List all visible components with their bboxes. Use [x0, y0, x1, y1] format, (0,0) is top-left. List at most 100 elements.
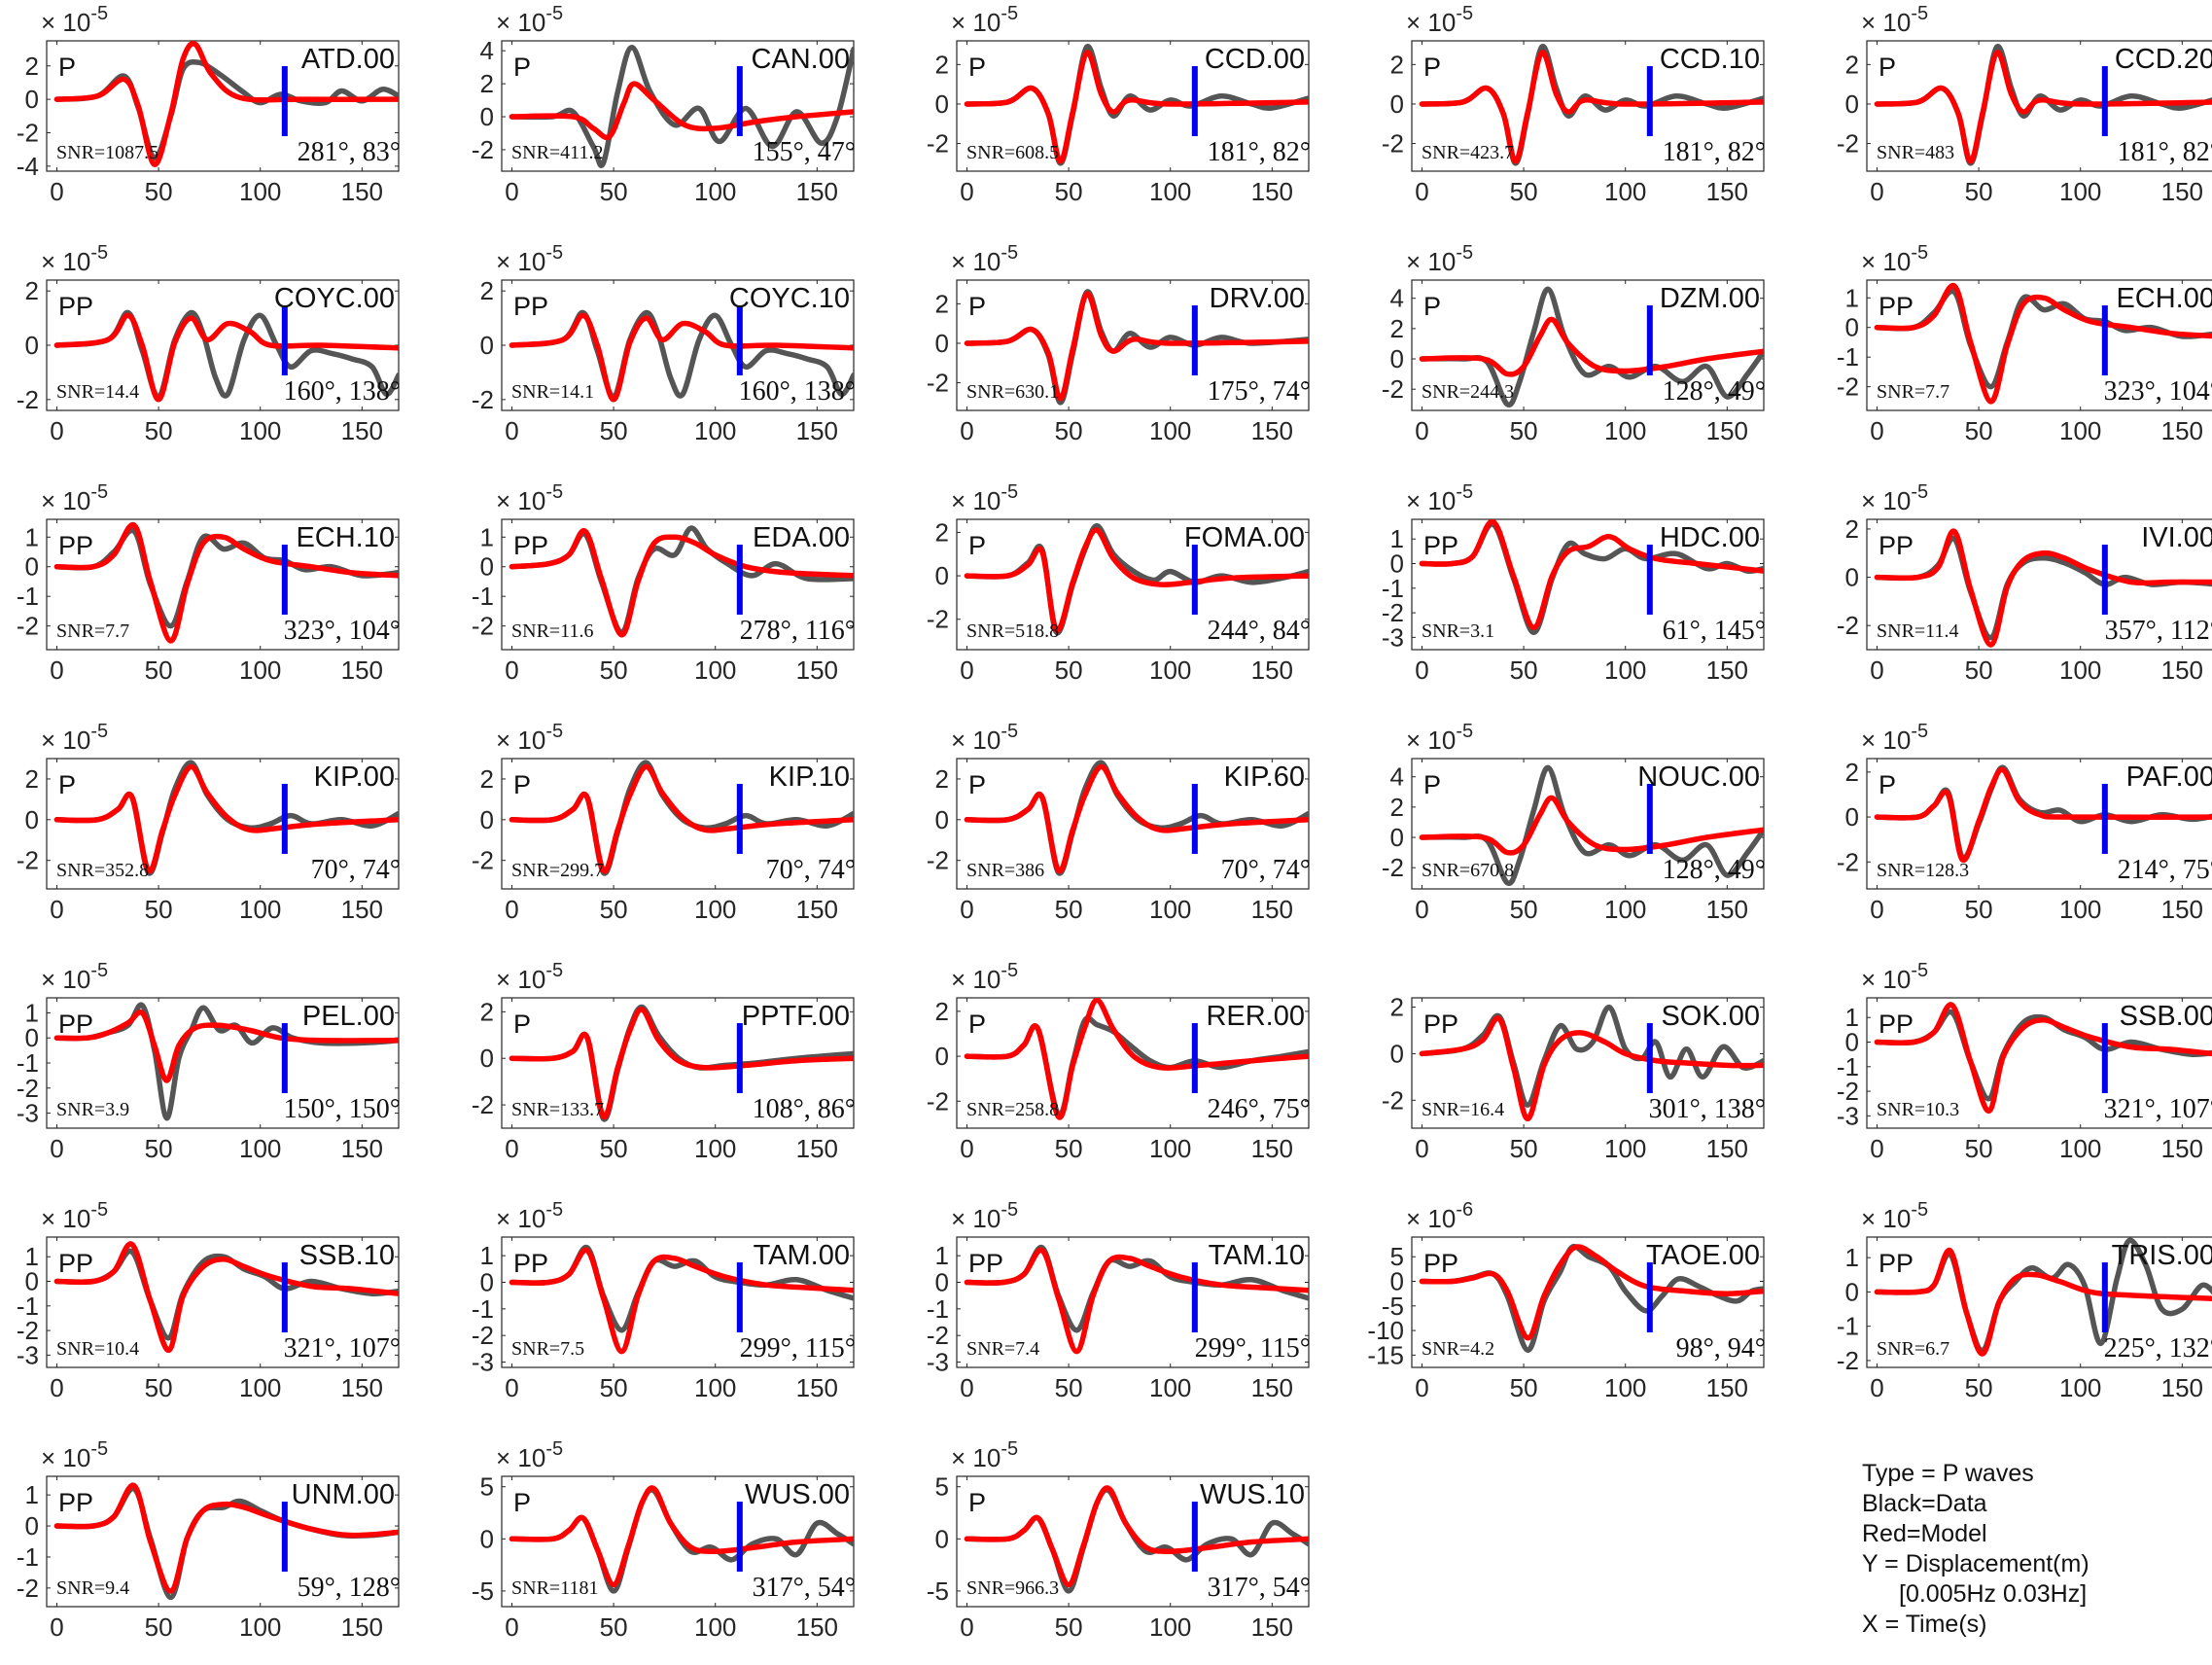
y-tick-label: 2 — [935, 517, 949, 547]
y-exponent-label: × 10-5 — [41, 960, 108, 994]
x-tick-label: 0 — [505, 895, 518, 924]
plot-frame — [1866, 40, 2212, 172]
x-tick-label: 100 — [1149, 1134, 1191, 1163]
x-tick-label: 0 — [960, 1612, 973, 1642]
y-exponent-label: × 10-5 — [951, 242, 1018, 276]
y-exponent-label: × 10-5 — [41, 1199, 108, 1233]
station-label: FOMA.00 — [1184, 522, 1305, 553]
x-tick-label: 100 — [239, 1134, 281, 1163]
panel-ccd-20: 0 50 100 150 2 0 -2 × 10-5 P CCD.20 SNR=483 181°, 8… — [1837, 3, 2212, 206]
angle-label: 181°, 82° — [2118, 137, 2212, 167]
x-tick-label: 100 — [694, 177, 736, 206]
snr-label: SNR=4.2 — [1422, 1338, 1494, 1360]
station-label: CCD.20 — [2115, 44, 2212, 75]
x-tick-label: 0 — [505, 416, 518, 445]
plot-area — [509, 1245, 854, 1355]
x-tick-label: 150 — [341, 177, 383, 206]
x-tick-label: 150 — [2161, 1373, 2203, 1402]
x-tick-label: 50 — [1510, 895, 1538, 924]
y-tick-label: -2 — [1837, 611, 1859, 640]
x-tick-label: 100 — [1604, 895, 1646, 924]
x-tick-label: 100 — [239, 177, 281, 206]
plot-area — [53, 305, 399, 403]
y-tick-label: -2 — [1837, 847, 1859, 876]
angle-label: 70°, 74° — [1221, 855, 1311, 885]
station-label: COYC.10 — [729, 283, 850, 314]
y-exponent-label: × 10-5 — [1861, 960, 1928, 994]
snr-label: SNR=128.3 — [1877, 860, 1969, 881]
x-tick-label: 0 — [1870, 895, 1883, 924]
snr-label: SNR=258.8 — [966, 1099, 1059, 1120]
y-exponent-label: × 10-5 — [41, 1438, 108, 1472]
y-tick-label: -2 — [17, 118, 39, 147]
snr-label: SNR=1181 — [511, 1577, 598, 1599]
plot-area — [964, 289, 1309, 406]
angle-label: 317°, 54° — [753, 1573, 856, 1603]
panel-sok-00: 0 50 100 150 2 0 -2 PP SOK.00 SNR=16.4 301°, 138° — [1382, 993, 1766, 1163]
y-tick-label: -2 — [1382, 598, 1404, 627]
y-tick-label: -1 — [1837, 1052, 1859, 1081]
plot-area — [964, 1485, 1309, 1594]
plot-area — [509, 1004, 854, 1122]
x-tick-label: 100 — [694, 1373, 736, 1402]
model-trace — [964, 291, 1309, 402]
phase-label: PP — [58, 1488, 93, 1517]
y-tick-label: -2 — [17, 612, 39, 641]
y-tick-label: -2 — [17, 846, 39, 875]
angle-label: 317°, 54° — [1208, 1573, 1311, 1603]
plot-area — [509, 1485, 854, 1594]
x-tick-label: 50 — [145, 1612, 173, 1642]
y-tick-label: -1 — [17, 1048, 39, 1078]
y-tick-label: 0 — [25, 331, 39, 360]
legend-y-line: Y = Displacement(m) — [1862, 1550, 2089, 1577]
panel-can-00: 0 50 100 150 4 2 0 -2 × 10-5 P CAN.00 SNR=411.2 155°… — [472, 3, 856, 206]
y-tick-label: -2 — [1837, 129, 1859, 159]
plot-area — [53, 760, 399, 876]
y-tick-label: 0 — [480, 331, 494, 360]
plot-area — [1874, 1002, 2212, 1115]
y-tick-label: 1 — [25, 998, 39, 1027]
y-tick-label: 0 — [1390, 344, 1404, 373]
data-trace — [1419, 286, 1764, 408]
station-label: UNM.00 — [292, 1479, 395, 1510]
y-tick-label: 0 — [1845, 1028, 1859, 1057]
phase-label: P — [968, 53, 986, 82]
plot-frame — [46, 997, 400, 1129]
y-tick-label: 5 — [935, 1472, 949, 1502]
y-tick-label: 0 — [1845, 89, 1859, 119]
x-tick-label: 100 — [2059, 1134, 2101, 1163]
plot-area — [1419, 1004, 1764, 1122]
snr-label: SNR=518.8 — [966, 620, 1059, 642]
panel-coyc-10: 0 50 100 150 2 0 -2 × 10-5 PP COYC.10 SNR=14.1 160°… — [472, 242, 856, 445]
y-exponent-label: × 10-5 — [1861, 721, 1928, 755]
phase-label: PP — [58, 531, 93, 560]
angle-label: 281°, 83° — [298, 137, 401, 167]
y-exponent-label: × 10-5 — [951, 481, 1018, 515]
model-trace — [1419, 795, 1764, 856]
y-exponent-label: × 10-5 — [41, 242, 108, 276]
y-tick-label: -3 — [1382, 622, 1404, 652]
panel-tris-00: 0 50 100 150 1 0 -1 -2 × 10-5 PP TRIS.00 SNR=6.7 225… — [1837, 1199, 2212, 1402]
snr-label: SNR=9.4 — [56, 1577, 129, 1599]
angle-label: 225°, 132° — [2104, 1333, 2212, 1364]
x-tick-label: 50 — [1965, 416, 1993, 445]
x-tick-label: 50 — [145, 655, 173, 685]
x-tick-label: 100 — [1149, 1612, 1191, 1642]
y-tick-label: -1 — [17, 582, 39, 611]
phase-label: P — [513, 770, 531, 799]
angle-label: 128°, 49° — [1663, 855, 1766, 885]
x-tick-label: 100 — [1604, 177, 1646, 206]
model-trace — [509, 1485, 854, 1588]
plot-area — [964, 998, 1309, 1120]
phase-label: P — [513, 1488, 531, 1517]
y-tick-label: -2 — [927, 1086, 949, 1116]
y-exponent-label: × 10-5 — [1861, 1199, 1928, 1233]
snr-label: SNR=10.3 — [1877, 1099, 1959, 1120]
y-tick-label: 0 — [480, 1267, 494, 1296]
phase-label: P — [1423, 53, 1441, 82]
x-tick-label: 150 — [341, 895, 383, 924]
panel-rer-00: 0 50 100 150 2 0 -2 × 10-5 P RER.00 SNR=258.8 246°,… — [927, 960, 1311, 1163]
